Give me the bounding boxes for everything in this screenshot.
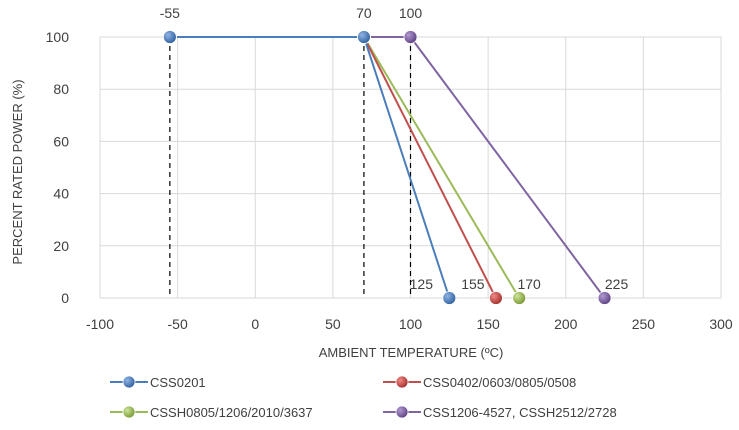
- legend-label: CSS1206-4527, CSSH2512/2728: [423, 405, 617, 420]
- data-label: 155: [461, 276, 485, 292]
- legend: CSS0201 CSS0402/0603/0805/0508 CSSH0805/12…: [110, 375, 617, 420]
- series-line: [169, 36, 521, 299]
- x-tick-label: -100: [86, 316, 114, 332]
- legend-swatch-marker: [122, 405, 136, 419]
- data-label: 170: [517, 276, 541, 292]
- x-tick-label: 50: [325, 316, 341, 332]
- legend-label: CSS0402/0603/0805/0508: [423, 375, 576, 390]
- x-tick-label: 250: [632, 316, 656, 332]
- legend-item: CSS1206-4527, CSSH2512/2728: [383, 405, 617, 420]
- legend-label: CSSH0805/1206/2010/3637: [150, 405, 313, 420]
- legend-swatch-marker: [395, 375, 409, 389]
- legend-swatch-marker: [395, 405, 409, 419]
- y-tick-label: 80: [53, 81, 69, 97]
- data-point: [488, 291, 503, 305]
- y-tick-label: 40: [53, 186, 69, 202]
- data-point: [442, 291, 457, 305]
- data-label: -55: [160, 5, 180, 21]
- data-label: 100: [399, 5, 423, 21]
- y-axis-title: PERCENT RATED POWER (%): [10, 79, 25, 264]
- series-markers: [162, 30, 612, 305]
- legend-item: CSS0201: [110, 375, 206, 390]
- reference-lines: [169, 37, 412, 298]
- legend-swatch-marker: [122, 375, 136, 389]
- data-label: 225: [605, 276, 629, 292]
- x-tick-label: 0: [251, 316, 259, 332]
- data-point: [162, 30, 177, 44]
- grid: [99, 36, 722, 299]
- series-lines: [169, 36, 606, 299]
- legend-item: CSS0402/0603/0805/0508: [383, 375, 576, 390]
- y-tick-label: 0: [61, 290, 69, 306]
- data-point: [357, 30, 371, 44]
- x-tick-label: 200: [554, 316, 578, 332]
- axis-ticks: -100 -50 0 50 100 150 200 250 300 0 20 40 60 80 100: [46, 29, 733, 332]
- y-tick-label: 100: [46, 29, 70, 45]
- data-label: 70: [356, 5, 372, 21]
- x-tick-label: 150: [476, 316, 500, 332]
- y-tick-label: 20: [53, 238, 69, 254]
- annotations: -55 70 100 125 155 170 225: [160, 5, 629, 292]
- data-point: [403, 30, 418, 44]
- data-label: 125: [410, 276, 434, 292]
- legend-item: CSSH0805/1206/2010/3637: [110, 405, 313, 420]
- x-tick-label: 300: [709, 316, 733, 332]
- data-point: [512, 291, 527, 305]
- x-tick-label: -50: [168, 316, 188, 332]
- data-point: [597, 291, 612, 305]
- y-tick-label: 60: [53, 133, 69, 149]
- x-axis-title: AMBIENT TEMPERATURE (ºC): [319, 345, 504, 360]
- legend-label: CSS0201: [150, 375, 206, 390]
- series-line: [169, 36, 451, 299]
- x-tick-label: 100: [399, 316, 423, 332]
